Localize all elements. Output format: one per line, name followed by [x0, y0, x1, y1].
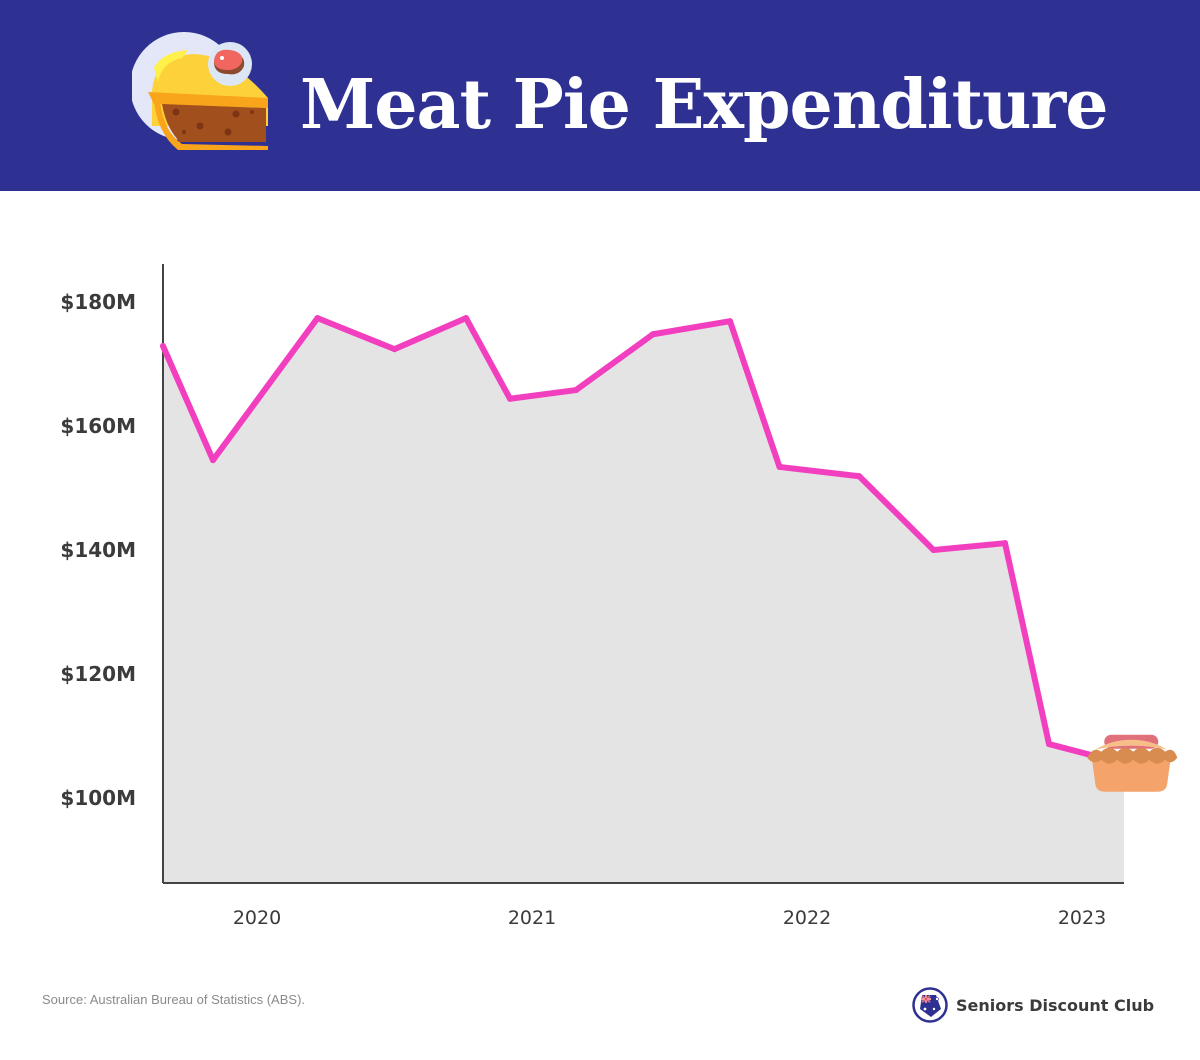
- data-point: [210, 457, 216, 464]
- line-segment: [776, 463, 863, 480]
- page-title: Meat Pie Expenditure: [300, 65, 1109, 145]
- meat-pie-icon: [1087, 734, 1178, 792]
- y-tick-label: $160M: [60, 414, 136, 438]
- data-point: [391, 346, 398, 353]
- data-point: [1046, 741, 1052, 748]
- data-point: [856, 473, 863, 480]
- data-point: [776, 463, 783, 470]
- pie-top: [1095, 739, 1168, 750]
- pie-slice-with-steak-icon: [132, 32, 268, 150]
- area-fill: [163, 318, 1124, 884]
- y-tick-label: $120M: [60, 662, 136, 686]
- brand-name: Seniors Discount Club: [956, 995, 1155, 1015]
- data-point: [573, 387, 579, 394]
- line-segment: [314, 315, 398, 353]
- data-point: [507, 395, 513, 402]
- data-point: [1002, 540, 1008, 547]
- data-point: [160, 343, 166, 350]
- x-tick-label: 2021: [508, 907, 556, 929]
- line-segment: [930, 540, 1008, 553]
- line-segment: [210, 315, 321, 464]
- header-banner: Meat Pie Expenditure: [0, 0, 1200, 191]
- data-point: [463, 315, 469, 322]
- line-segment: [507, 387, 579, 402]
- data-point: [650, 331, 656, 338]
- line-area-chart: $100M $120M $140M $160M $180M 2020 2021 2022 202…: [60, 264, 1178, 929]
- y-tick-label: $100M: [60, 786, 136, 810]
- line-segment: [727, 318, 783, 470]
- data-point: [930, 547, 937, 553]
- source-note: Source: Australian Bureau of Statistics …: [42, 992, 306, 1007]
- line-segment: [1002, 540, 1052, 748]
- x-tick-label: 2023: [1058, 907, 1106, 929]
- y-tick-label: $140M: [60, 538, 136, 562]
- line-segment: [463, 315, 513, 402]
- brand-logo-block[interactable]: Seniors Discount Club: [912, 986, 1154, 1024]
- line-segment: [650, 318, 733, 338]
- line-segment: [856, 473, 937, 553]
- australia-flag-tag-icon: [912, 987, 948, 1023]
- line-segment: [391, 315, 469, 353]
- data-point: [727, 318, 733, 325]
- data-point: [314, 315, 321, 322]
- line-segment: [160, 343, 216, 464]
- pie-crust: [1087, 747, 1178, 764]
- line-segment: [573, 331, 656, 394]
- y-tick-label: $180M: [60, 290, 136, 314]
- x-tick-label: 2020: [233, 907, 281, 929]
- x-tick-label: 2022: [783, 907, 831, 929]
